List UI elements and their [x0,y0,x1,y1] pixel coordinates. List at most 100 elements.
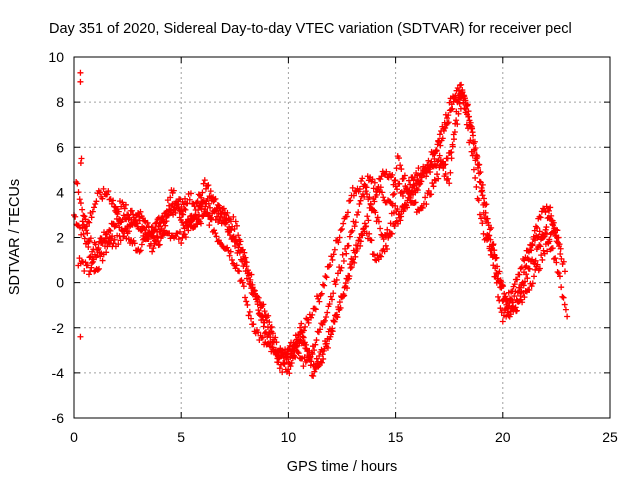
data-point [537,214,544,221]
data-point [430,183,437,190]
data-point [81,235,88,242]
data-point [400,208,407,215]
data-point [476,178,483,185]
data-point [269,338,276,345]
data-point [270,339,277,346]
data-point [419,172,426,179]
data-point [212,195,219,202]
data-point [362,223,369,230]
data-point [218,211,225,218]
data-point [195,191,202,198]
data-point [517,292,524,299]
data-point [544,248,551,255]
data-point [392,202,399,209]
data-point [206,222,213,229]
data-point [214,201,221,208]
data-point [320,347,327,354]
data-point [89,208,96,215]
data-point [416,207,423,214]
data-point [306,356,313,363]
data-point [469,152,476,159]
data-point [546,207,553,214]
data-point [142,236,149,243]
data-point [311,368,318,375]
data-point [109,233,116,240]
data-point [167,194,174,201]
data-point [365,217,372,224]
data-point [86,254,93,261]
data-point [516,288,523,295]
data-point [352,219,359,226]
data-point [236,268,243,275]
data-point [216,202,223,209]
data-point [399,193,406,200]
data-point [294,348,301,355]
data-point [226,252,233,259]
data-point [273,351,280,358]
data-point [396,180,403,187]
data-point [120,212,127,219]
data-point [319,281,326,288]
data-point [211,227,218,234]
data-point [257,304,264,311]
data-point [201,177,208,184]
data-point [528,247,535,254]
data-point [459,89,466,96]
data-point [205,182,212,189]
data-point [157,219,164,226]
data-point [324,309,331,316]
data-point [155,237,162,244]
data-point [236,241,243,248]
data-point [297,324,304,331]
data-point [323,274,330,281]
data-point [479,181,486,188]
data-point [312,341,319,348]
data-point [224,209,231,216]
data-point [348,229,355,236]
data-point [410,177,417,184]
data-point [212,230,219,237]
data-point [561,301,568,308]
data-point [318,290,325,297]
data-point [192,212,199,219]
data-point [517,265,524,272]
data-point [295,350,302,357]
data-point [462,109,469,116]
data-point [524,255,531,262]
data-point [304,348,311,355]
data-point [235,232,242,239]
data-point [206,193,213,200]
data-point [224,244,231,251]
data-point [230,234,237,241]
data-point [353,242,360,249]
data-point [200,180,207,187]
data-point [317,326,324,333]
data-point [131,240,138,247]
data-point [394,206,401,213]
data-point [94,266,101,273]
data-point [431,155,438,162]
data-point [357,197,364,204]
data-point [521,257,528,264]
data-point [241,255,248,262]
data-point [551,255,558,262]
data-point [398,166,405,173]
data-point [195,206,202,213]
data-point [330,290,337,297]
data-point [163,208,170,215]
data-point [423,201,430,208]
data-point [321,317,328,324]
data-point [418,178,425,185]
x-axis-label: GPS time / hours [287,459,397,475]
data-point [374,214,381,221]
data-point [454,121,461,128]
data-point [86,219,93,226]
y-tick-label: 4 [56,184,64,200]
data-point [425,187,432,194]
data-point [203,209,210,216]
data-point [495,293,502,300]
data-point [536,242,543,249]
data-point [473,183,480,190]
data-point [341,292,348,299]
data-point [280,354,287,361]
